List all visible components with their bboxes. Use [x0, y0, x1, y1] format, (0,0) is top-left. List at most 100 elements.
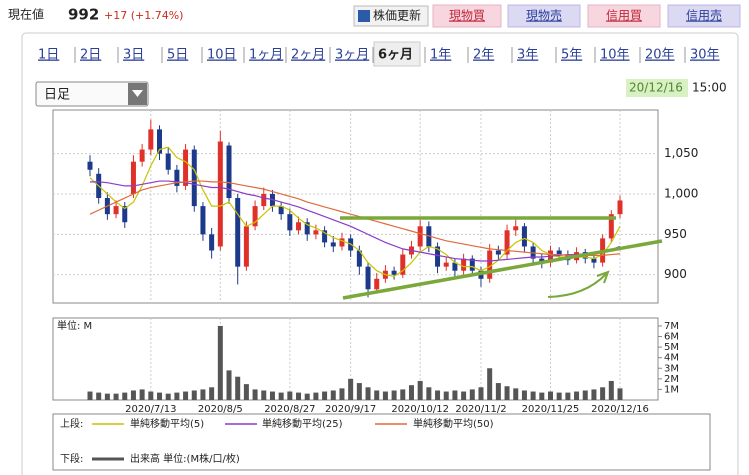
volume-bar — [148, 391, 154, 400]
y-tick-label: 3M — [664, 363, 679, 374]
volume-bar — [287, 391, 293, 400]
x-tick-label: 2020/7/13 — [125, 404, 176, 415]
volume-bar — [87, 391, 93, 400]
legend-label: 単純移動平均(5) — [130, 417, 204, 430]
volume-unit: 単位: M — [57, 319, 92, 332]
price-plot — [52, 109, 659, 304]
volume-bar — [608, 380, 614, 400]
period-tab[interactable]: 1ヶ月 — [249, 48, 283, 63]
volume-bar — [461, 391, 467, 400]
volume-bar — [96, 392, 102, 400]
period-tab[interactable]: 2日 — [80, 48, 101, 63]
period-tab[interactable]: 3年 — [517, 48, 538, 63]
candle-body — [365, 266, 371, 290]
legend-lower-label: 下段: — [60, 452, 83, 465]
period-tab[interactable]: 2年 — [473, 48, 494, 63]
refresh-button[interactable] — [353, 5, 429, 27]
candle-body — [461, 258, 467, 271]
volume-bar — [513, 388, 519, 400]
candle-body — [504, 230, 510, 255]
volume-bar — [495, 383, 501, 400]
volume-bar — [104, 393, 110, 400]
date: 20/12/16 — [629, 81, 683, 95]
candle-body — [209, 234, 215, 251]
volume-bar — [113, 393, 119, 400]
moving-average-line — [89, 180, 621, 256]
y-tick-label: 7M — [664, 321, 679, 332]
volume-bar — [139, 389, 145, 400]
select-arrow — [132, 90, 143, 97]
y-tick-label: 2M — [664, 374, 679, 385]
trend-arrow-head — [596, 270, 610, 284]
period-tab[interactable]: 20年 — [645, 48, 675, 63]
candle-body — [243, 226, 249, 267]
selected-tab-bg — [373, 41, 421, 67]
candle-body — [139, 149, 145, 162]
volume-bar — [408, 385, 414, 400]
period-tab[interactable]: 3ヶ月 — [335, 48, 369, 63]
volume-bar — [261, 390, 267, 400]
period-tab[interactable]: 10年 — [600, 48, 630, 63]
volume-bar — [539, 392, 545, 400]
candle-body — [252, 206, 258, 227]
margin-sell-button[interactable] — [667, 4, 741, 28]
x-tick-label: 2020/11/2 — [455, 404, 506, 415]
period-select[interactable] — [35, 81, 149, 107]
volume-bar — [556, 392, 562, 400]
volume-bar — [530, 391, 536, 400]
candle-body — [400, 254, 406, 275]
support-line — [342, 239, 663, 300]
candle-body — [157, 129, 163, 154]
period-tab[interactable]: 5年 — [561, 48, 582, 63]
period-tab[interactable]: 2ヶ月 — [291, 48, 325, 63]
candle-body — [304, 222, 310, 235]
volume-bar — [165, 393, 171, 400]
period-tab[interactable]: 1年 — [430, 48, 451, 63]
volume-bar — [426, 387, 432, 400]
refresh-label: 株価更新 — [373, 8, 421, 23]
candle-body — [296, 222, 302, 231]
cash-sell-button[interactable] — [507, 4, 581, 28]
candle-body — [521, 226, 527, 247]
volume-bar — [235, 376, 241, 400]
volume-bar — [191, 390, 197, 400]
volume-bar — [296, 392, 302, 400]
period-tab[interactable]: 3日 — [123, 48, 144, 63]
candle-body — [174, 169, 180, 186]
y-tick-label: 5M — [664, 342, 679, 353]
refresh-icon — [358, 10, 370, 22]
price-change: +17 (+1.74%) — [104, 9, 183, 22]
period-tab[interactable]: 30年 — [690, 48, 720, 63]
volume-bar — [565, 392, 571, 400]
volume-bar — [417, 380, 423, 400]
candle-body — [235, 198, 241, 267]
volume-bar — [374, 390, 380, 400]
candle-body — [443, 262, 449, 267]
x-tick-label: 2020/8/27 — [264, 404, 315, 415]
margin-buy-button[interactable] — [587, 4, 661, 28]
candle-body — [556, 250, 562, 255]
candle-body — [539, 258, 545, 263]
volume-bar — [443, 391, 449, 400]
volume-bar — [521, 390, 527, 400]
period-tab[interactable]: 6ヶ月 — [378, 48, 413, 63]
candle-body — [435, 246, 441, 267]
candle-body — [261, 193, 267, 207]
period-tab[interactable]: 5日 — [167, 48, 188, 63]
candle-body — [591, 258, 597, 263]
volume-bar — [122, 392, 128, 400]
y-tick-label: 1,050 — [664, 146, 698, 160]
volume-bar — [278, 392, 284, 400]
candle-body — [608, 214, 614, 239]
current-price: 992 — [68, 6, 99, 24]
candle-body — [391, 270, 397, 275]
y-tick-label: 900 — [664, 267, 687, 281]
volume-bar — [200, 389, 206, 400]
price-label: 現在値 — [8, 7, 44, 22]
period-tab[interactable]: 1日 — [38, 48, 59, 63]
cash-buy-button[interactable] — [432, 4, 502, 28]
volume-bar — [183, 391, 189, 400]
period-tab[interactable]: 10日 — [207, 48, 237, 63]
candle-body — [330, 242, 336, 247]
x-tick-label: 2020/12/16 — [591, 404, 649, 415]
